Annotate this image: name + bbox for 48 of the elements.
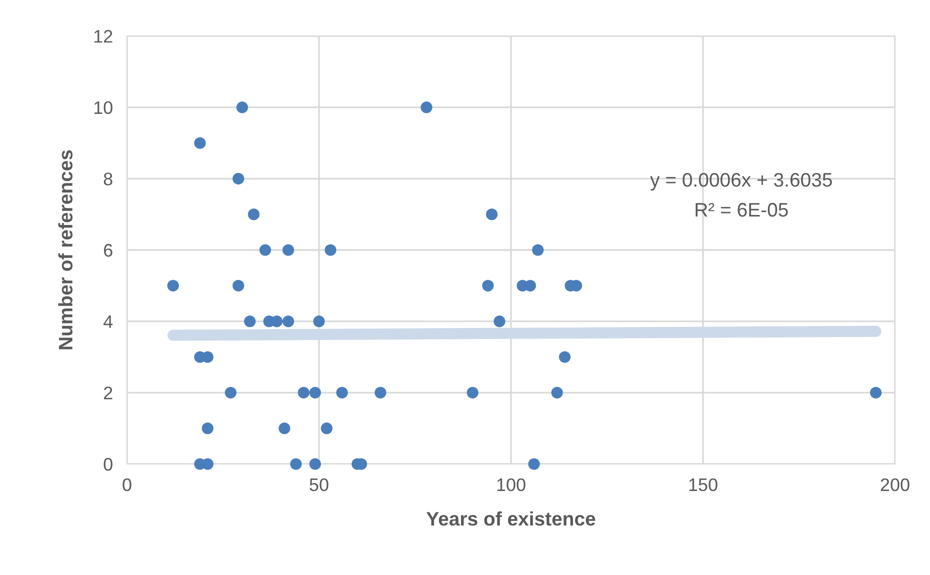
- point: [324, 244, 336, 256]
- point: [374, 386, 386, 398]
- point: [313, 316, 325, 328]
- x-tick-label: 0: [122, 478, 132, 492]
- point: [278, 422, 290, 434]
- point: [244, 316, 256, 328]
- point: [232, 280, 244, 292]
- y-tick-label: 2: [104, 386, 112, 400]
- point: [551, 386, 563, 398]
- annotation: y = 0.0006x + 3.6035: [650, 172, 832, 191]
- point: [320, 422, 332, 434]
- x-tick-label: 100: [497, 478, 526, 492]
- point: [466, 386, 478, 398]
- y-axis-title: Number of references: [58, 150, 73, 350]
- x-tick-label: 50: [310, 478, 328, 492]
- point: [248, 208, 260, 220]
- y-tick-label: 6: [104, 244, 112, 257]
- annotation: R² = 6E-05: [696, 202, 788, 217]
- point: [309, 386, 321, 398]
- point: [236, 102, 248, 114]
- point: [558, 351, 571, 363]
- x-tick-label: 150: [689, 478, 718, 492]
- point: [290, 458, 302, 470]
- point: [309, 458, 321, 470]
- point: [870, 386, 882, 398]
- point: [167, 280, 179, 292]
- point: [420, 102, 432, 114]
- point: [486, 208, 498, 220]
- point: [194, 137, 206, 149]
- point: [259, 244, 272, 256]
- point: [202, 422, 214, 434]
- y-tick-label: 4: [103, 315, 113, 328]
- point: [494, 316, 506, 328]
- y-tick-label: 12: [94, 30, 112, 43]
- point: [282, 244, 294, 256]
- y-tick-label: 8: [104, 172, 112, 186]
- point: [298, 386, 310, 398]
- point: [528, 458, 540, 470]
- x-tick-label: 200: [880, 478, 910, 492]
- x-axis-title: Years of existence: [426, 511, 596, 526]
- y-tick-label: 0: [104, 458, 112, 471]
- point: [232, 172, 244, 184]
- point: [336, 386, 348, 398]
- point: [224, 386, 236, 398]
- y-tick-label: 10: [94, 101, 112, 114]
- point: [532, 244, 544, 256]
- point: [282, 316, 294, 328]
- point: [482, 280, 494, 292]
